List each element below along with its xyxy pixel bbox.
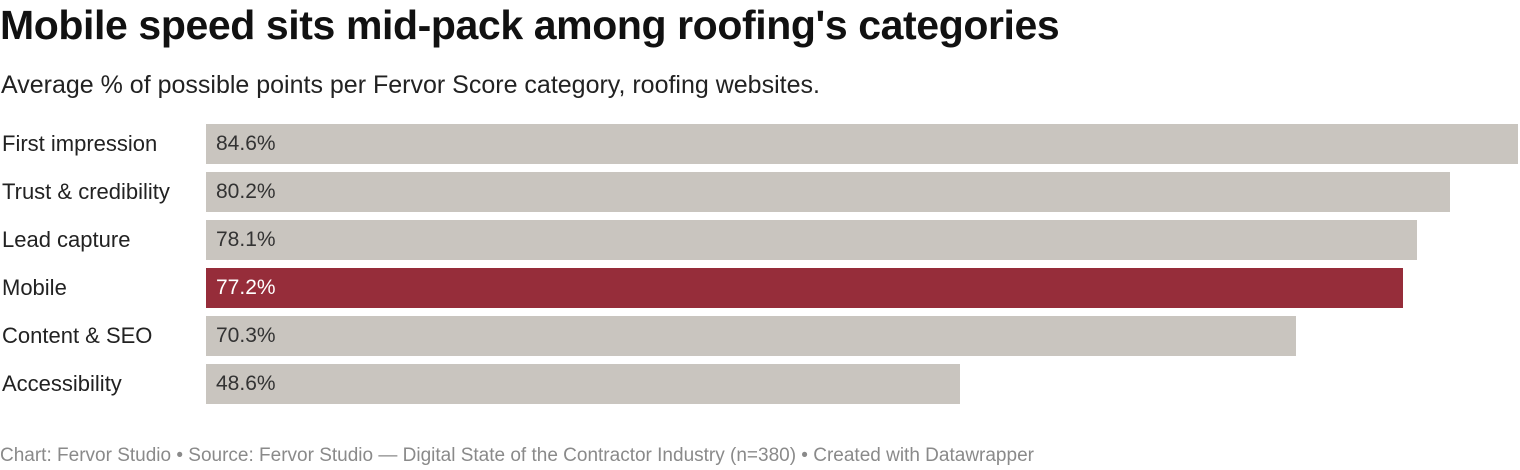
value-label: 48.6%: [216, 372, 276, 395]
category-label: Accessibility: [2, 371, 122, 396]
value-label: 78.1%: [216, 228, 276, 251]
value-label: 80.2%: [216, 180, 276, 203]
value-label: 84.6%: [216, 132, 276, 155]
category-label: Lead capture: [2, 227, 131, 252]
bar-row: Lead capture 78.1%: [0, 220, 1520, 260]
chart-footer: Chart: Fervor Studio • Source: Fervor St…: [0, 445, 1034, 466]
bar: [206, 220, 1417, 260]
value-label: 70.3%: [216, 324, 276, 347]
value-label: 77.2%: [216, 276, 276, 299]
chart-subtitle: Average % of possible points per Fervor …: [1, 71, 820, 99]
bar-row: Content & SEO 70.3%: [0, 316, 1520, 356]
bar-row: First impression 84.6%: [0, 124, 1520, 164]
category-label: Content & SEO: [2, 323, 153, 348]
bar: [206, 364, 960, 404]
bar-row: Accessibility 48.6%: [0, 364, 1520, 404]
category-label: Trust & credibility: [2, 179, 170, 204]
bar-row: Mobile 77.2%: [0, 268, 1520, 308]
bar: [206, 172, 1450, 212]
bar: [206, 316, 1296, 356]
bar: [206, 124, 1518, 164]
bar-chart: First impression 84.6% Trust & credibility…: [0, 124, 1520, 408]
bar-row: Trust & credibility 80.2%: [0, 172, 1520, 212]
chart-title: Mobile speed sits mid-pack among roofing…: [0, 2, 1060, 48]
bar-highlight: [206, 268, 1403, 308]
category-label: Mobile: [2, 275, 67, 300]
category-label: First impression: [2, 131, 158, 156]
